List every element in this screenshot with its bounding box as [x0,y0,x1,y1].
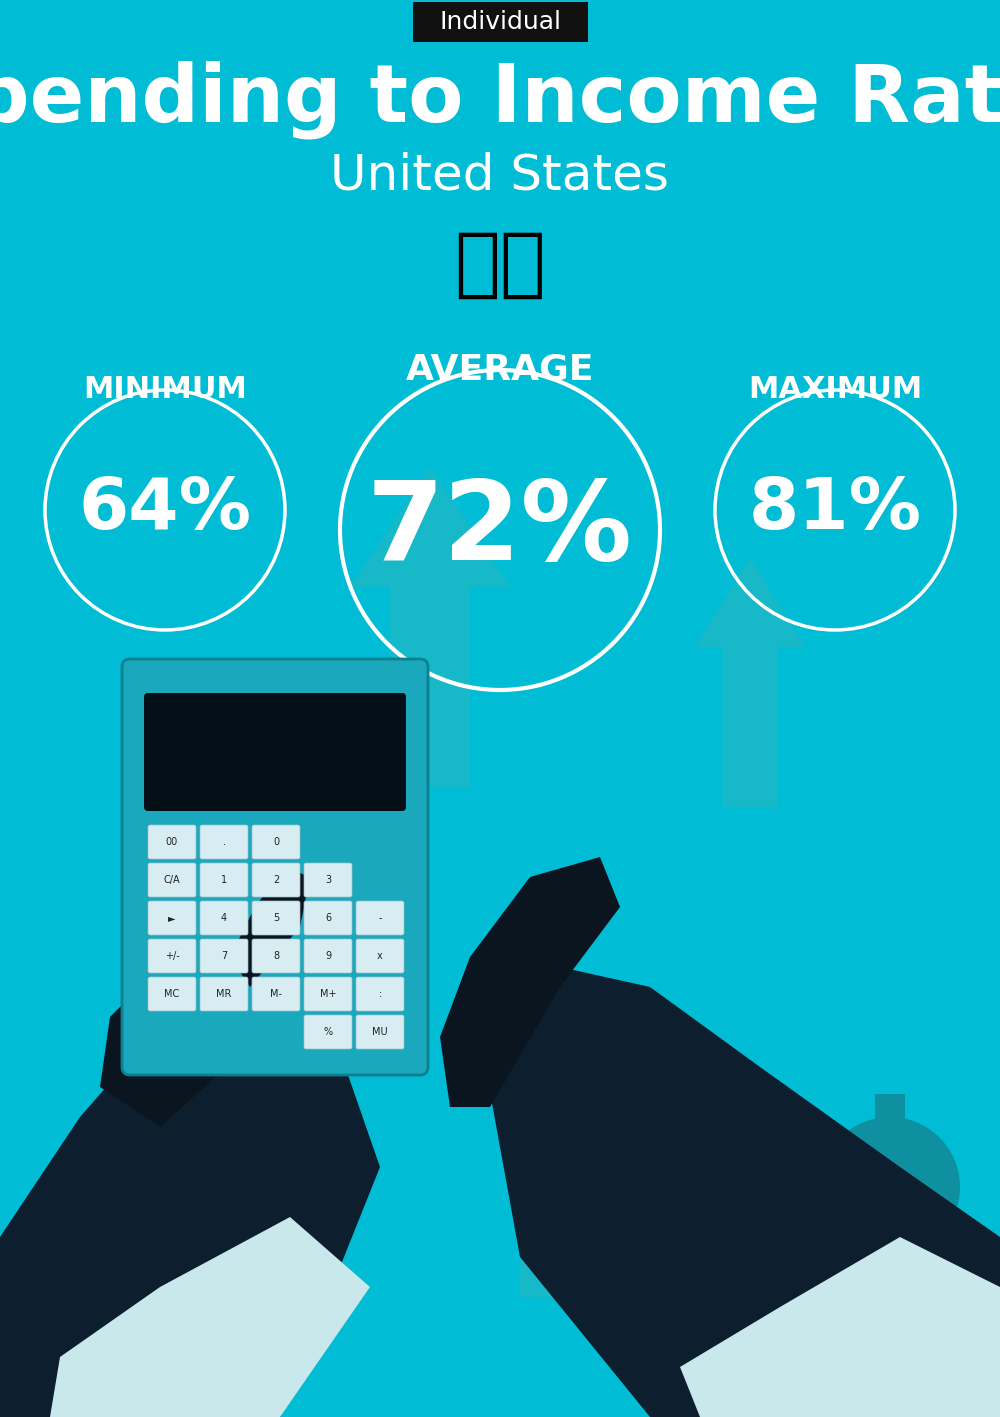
Bar [790,1246,880,1255]
Text: C/A: C/A [164,876,180,886]
FancyBboxPatch shape [148,825,196,859]
Polygon shape [0,937,380,1417]
Bar [790,1287,880,1297]
FancyBboxPatch shape [252,825,300,859]
FancyBboxPatch shape [356,976,404,1010]
FancyBboxPatch shape [200,863,248,897]
FancyBboxPatch shape [252,939,300,973]
FancyBboxPatch shape [148,863,196,897]
FancyBboxPatch shape [148,901,196,935]
Text: 7: 7 [221,951,227,961]
Text: 1: 1 [221,876,227,886]
Text: 6: 6 [325,913,331,922]
Polygon shape [680,1237,1000,1417]
FancyBboxPatch shape [122,659,428,1076]
Text: M+: M+ [320,989,336,999]
Text: 5: 5 [273,913,279,922]
FancyBboxPatch shape [304,863,352,897]
Bar [645,1175,683,1212]
FancyBboxPatch shape [252,976,300,1010]
Polygon shape [500,1027,740,1127]
Text: 2: 2 [273,876,279,886]
FancyBboxPatch shape [304,939,352,973]
Text: 0: 0 [273,837,279,847]
FancyBboxPatch shape [200,825,248,859]
Text: $: $ [776,1148,804,1186]
Bar [660,1027,688,1097]
Bar [875,1094,905,1122]
Polygon shape [440,857,620,1107]
Text: ►: ► [168,913,176,922]
Circle shape [820,1117,960,1257]
Circle shape [740,1117,840,1217]
Text: AVERAGE: AVERAGE [406,353,594,387]
Text: 64%: 64% [78,476,252,544]
Text: MR: MR [216,989,232,999]
Text: Spending to Income Ratio: Spending to Income Ratio [0,61,1000,139]
Bar [778,1100,802,1122]
Text: 4: 4 [221,913,227,922]
Text: MINIMUM: MINIMUM [83,376,247,404]
Text: +/-: +/- [165,951,179,961]
Bar [555,1175,593,1212]
Polygon shape [230,867,310,988]
FancyBboxPatch shape [148,939,196,973]
Text: 00: 00 [166,837,178,847]
Text: 72%: 72% [367,476,633,584]
FancyBboxPatch shape [356,901,404,935]
Polygon shape [695,557,805,808]
FancyBboxPatch shape [200,976,248,1010]
Bar [598,1217,642,1297]
Text: 🇺🇸: 🇺🇸 [454,228,546,302]
Text: 8: 8 [273,951,279,961]
Text: :: : [378,989,382,999]
FancyBboxPatch shape [304,901,352,935]
FancyBboxPatch shape [413,1,588,43]
FancyBboxPatch shape [252,901,300,935]
Bar [790,1272,880,1282]
Bar [790,1258,880,1270]
FancyBboxPatch shape [252,863,300,897]
Text: MAXIMUM: MAXIMUM [748,376,922,404]
Polygon shape [350,468,510,786]
Bar [520,1127,720,1297]
Bar [790,1217,880,1227]
Text: M-: M- [270,989,282,999]
FancyBboxPatch shape [304,976,352,1010]
FancyBboxPatch shape [148,976,196,1010]
Text: 81%: 81% [748,476,922,544]
FancyBboxPatch shape [200,901,248,935]
Text: $: $ [872,1161,908,1213]
Text: MU: MU [372,1027,388,1037]
FancyBboxPatch shape [200,939,248,973]
Polygon shape [100,887,330,1127]
Text: %: % [323,1027,333,1037]
Text: 9: 9 [325,951,331,961]
FancyBboxPatch shape [356,939,404,973]
Text: MC: MC [164,989,180,999]
FancyBboxPatch shape [144,693,406,811]
FancyBboxPatch shape [304,1015,352,1049]
Text: .: . [222,837,226,847]
Text: -: - [378,913,382,922]
Polygon shape [50,1217,370,1417]
Text: United States: United States [330,152,670,198]
Polygon shape [480,966,1000,1417]
Text: x: x [377,951,383,961]
Bar [790,1231,880,1241]
Text: 3: 3 [325,876,331,886]
Text: Individual: Individual [439,10,561,34]
FancyBboxPatch shape [356,1015,404,1049]
